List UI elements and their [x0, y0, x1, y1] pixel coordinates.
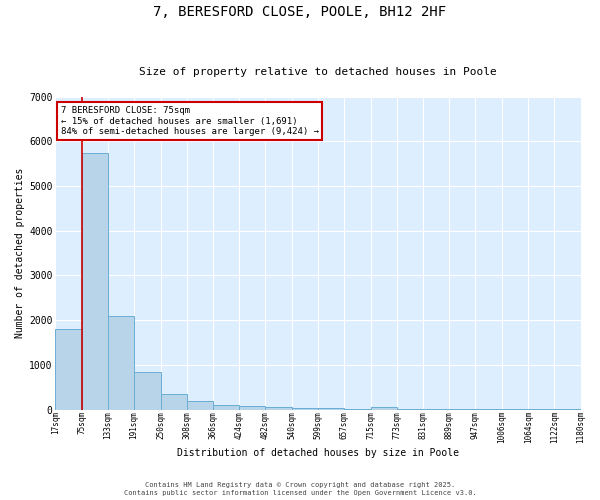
Bar [371, 407, 397, 410]
Bar [161, 394, 187, 409]
Bar [265, 408, 292, 410]
Bar [108, 316, 134, 410]
Bar [292, 408, 318, 410]
Text: Contains HM Land Registry data © Crown copyright and database right 2025.: Contains HM Land Registry data © Crown c… [145, 482, 455, 488]
Text: 7, BERESFORD CLOSE, POOLE, BH12 2HF: 7, BERESFORD CLOSE, POOLE, BH12 2HF [154, 5, 446, 19]
Bar [134, 372, 161, 410]
Text: 7 BERESFORD CLOSE: 75sqm
← 15% of detached houses are smaller (1,691)
84% of sem: 7 BERESFORD CLOSE: 75sqm ← 15% of detach… [61, 106, 319, 136]
Text: Contains public sector information licensed under the Open Government Licence v3: Contains public sector information licen… [124, 490, 476, 496]
Title: Size of property relative to detached houses in Poole: Size of property relative to detached ho… [139, 66, 497, 76]
X-axis label: Distribution of detached houses by size in Poole: Distribution of detached houses by size … [177, 448, 459, 458]
Bar [239, 406, 265, 410]
Y-axis label: Number of detached properties: Number of detached properties [15, 168, 25, 338]
Bar [344, 408, 371, 410]
Bar [55, 329, 82, 409]
Bar [82, 152, 108, 410]
Bar [213, 404, 239, 409]
Bar [318, 408, 344, 410]
Bar [187, 402, 213, 409]
